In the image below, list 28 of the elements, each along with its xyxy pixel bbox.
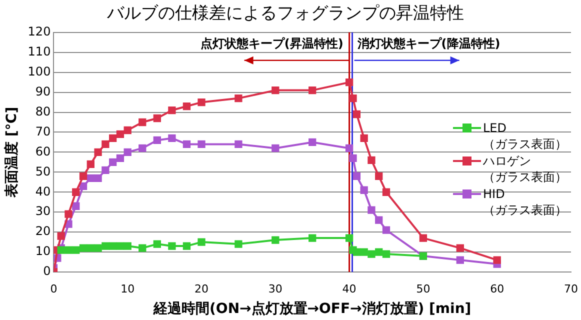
x-tick-label: 60 bbox=[490, 282, 504, 296]
annotation: 消灯状態キープ(降温特性) bbox=[356, 36, 500, 51]
y-tick-label: 50 bbox=[35, 164, 51, 178]
annotation: 点灯状態キープ(昇温特性) bbox=[200, 36, 344, 51]
y-tick-label: 120 bbox=[28, 24, 51, 39]
x-tick-label: 70 bbox=[564, 282, 578, 296]
y-tick-label: 20 bbox=[35, 224, 51, 238]
legend-label: HID（ガラス表面） bbox=[483, 186, 568, 218]
y-tick-label: 100 bbox=[28, 64, 51, 78]
y-tick-label: 70 bbox=[35, 124, 51, 138]
y-tick-label: 10 bbox=[35, 244, 51, 258]
legend-label: LED（ガラス表面） bbox=[483, 120, 568, 152]
y-tick-label: 30 bbox=[35, 204, 51, 218]
y-tick-label: 40 bbox=[35, 184, 51, 198]
y-tick-label: 110 bbox=[28, 44, 51, 58]
y-tick-label: 80 bbox=[35, 104, 51, 118]
legend-label: ハロゲン（ガラス表面） bbox=[483, 153, 568, 185]
y-tick-label: 90 bbox=[35, 84, 51, 98]
x-axis-title: 経過時間(ON→点灯放置→OFF→消灯放置) [min] bbox=[152, 301, 472, 318]
y-tick-label: 60 bbox=[35, 144, 51, 158]
y-axis-title: 表面温度 [℃] bbox=[3, 106, 20, 199]
x-tick-label: 10 bbox=[120, 282, 135, 296]
x-tick-label: 30 bbox=[268, 282, 282, 296]
y-tick-label: 0 bbox=[43, 264, 51, 278]
x-tick-label: 50 bbox=[416, 282, 430, 296]
x-tick-label: 20 bbox=[194, 282, 209, 296]
x-tick-label: 40 bbox=[342, 282, 356, 296]
chart-title: バルブの仕様差によるフォグランプの昇温特性 bbox=[106, 4, 464, 24]
